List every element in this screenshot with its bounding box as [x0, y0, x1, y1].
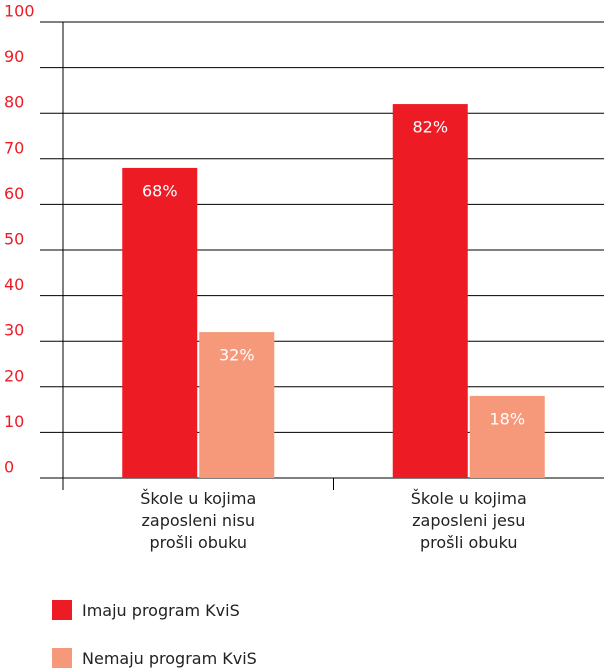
legend-label: Nemaju program KviS: [82, 648, 257, 668]
y-tick-label: 50: [4, 230, 24, 249]
x-tick-label: Škole u kojima zaposleni jesu prošli obu…: [410, 489, 527, 552]
value-label: 18%: [489, 409, 525, 428]
bar: [122, 167, 198, 479]
value-label: 68%: [142, 181, 178, 200]
legend-item: Imaju program KviS: [52, 600, 240, 620]
legend-item: Nemaju program KviS: [52, 648, 257, 668]
value-label: 82%: [412, 118, 448, 137]
bar: [469, 395, 545, 478]
legend-swatch: [52, 600, 72, 620]
legend-label: Imaju program KviS: [82, 600, 240, 620]
y-tick-label: 90: [4, 47, 24, 66]
bar: [392, 104, 468, 478]
y-tick-label: 60: [4, 184, 24, 203]
bar: [199, 332, 275, 478]
y-tick-label: 0: [4, 458, 14, 477]
y-tick-label: 30: [4, 321, 24, 340]
y-tick-label: 20: [4, 366, 24, 385]
x-tick-label: Škole u kojima zaposleni nisu prošli obu…: [140, 489, 257, 552]
value-label: 32%: [219, 346, 255, 365]
y-tick-label: 70: [4, 138, 24, 157]
y-tick-label: 40: [4, 275, 24, 294]
legend-swatch: [52, 648, 72, 668]
y-tick-label: 80: [4, 93, 24, 112]
y-tick-label: 100: [4, 2, 35, 21]
y-tick-label: 10: [4, 412, 24, 431]
